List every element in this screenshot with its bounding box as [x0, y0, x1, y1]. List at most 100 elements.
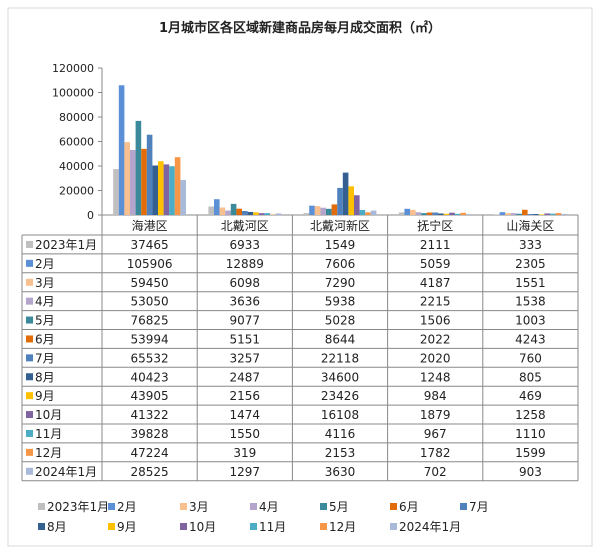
- data-label: 984: [424, 389, 447, 403]
- bar: [466, 214, 472, 215]
- data-label: 1297: [230, 465, 261, 479]
- legend-key: [26, 411, 33, 419]
- data-label: 23426: [321, 389, 359, 403]
- bar: [370, 210, 377, 215]
- bar: [303, 213, 310, 215]
- bar: [505, 213, 511, 215]
- data-label: 43905: [131, 389, 169, 403]
- bar: [550, 213, 556, 215]
- bar: [398, 212, 405, 215]
- category-label: 北戴河新区: [310, 218, 370, 233]
- data-label: 469: [519, 389, 542, 403]
- legend-swatch: [38, 523, 45, 530]
- data-label: 2022: [420, 332, 451, 346]
- bar: [443, 213, 450, 215]
- data-label: 1110: [515, 427, 546, 441]
- legend-swatch: [108, 523, 115, 530]
- bar: [538, 214, 545, 215]
- data-label: 59450: [131, 276, 169, 290]
- bar: [326, 208, 332, 215]
- y-tick-label: 100000: [52, 87, 94, 100]
- data-label: 105906: [127, 257, 173, 271]
- data-label: 5059: [420, 257, 451, 271]
- data-label: 3636: [230, 295, 261, 309]
- bar: [146, 134, 153, 215]
- data-label: 3630: [325, 465, 356, 479]
- legend-label: 3月: [189, 500, 209, 514]
- bar: [180, 180, 186, 215]
- bar: [208, 206, 214, 215]
- data-label: 7290: [325, 276, 356, 290]
- bar: [152, 165, 158, 215]
- bar: [242, 211, 248, 215]
- bar: [438, 213, 444, 215]
- legend-label: 5月: [329, 500, 349, 514]
- series-label: 2月: [35, 257, 55, 271]
- legend-swatch: [180, 523, 187, 530]
- data-label: 760: [519, 351, 542, 365]
- data-label: 1551: [515, 276, 546, 290]
- bar: [214, 199, 220, 215]
- data-label: 28525: [131, 465, 169, 479]
- legend-key: [26, 448, 33, 456]
- bar: [421, 213, 427, 215]
- data-label: 2305: [515, 257, 546, 271]
- bar: [314, 206, 321, 215]
- bar: [253, 212, 259, 215]
- data-label: 65532: [131, 351, 169, 365]
- category-label: 抚宁区: [417, 218, 453, 233]
- bar: [561, 213, 567, 215]
- data-label: 4187: [420, 276, 451, 290]
- legend-key: [26, 297, 33, 305]
- legend-swatch: [390, 503, 397, 510]
- data-label: 47224: [131, 446, 169, 460]
- data-label: 53994: [131, 332, 169, 346]
- legend-label: 12月: [329, 520, 356, 534]
- data-label: 967: [424, 427, 447, 441]
- bar: [510, 213, 517, 215]
- data-label: 2487: [230, 370, 261, 384]
- legend-key: [26, 429, 33, 437]
- legend-key: [26, 335, 33, 343]
- series-label: 7月: [35, 351, 55, 365]
- data-label: 1003: [515, 314, 546, 328]
- data-label: 3257: [230, 351, 261, 365]
- data-label: 37465: [131, 238, 169, 252]
- data-label: 2020: [420, 351, 451, 365]
- legend-label: 4月: [259, 500, 279, 514]
- data-label: 4243: [515, 332, 546, 346]
- data-label: 1258: [515, 408, 546, 422]
- data-label: 1782: [420, 446, 451, 460]
- bar: [124, 142, 130, 215]
- bar: [219, 207, 226, 215]
- series-label: 12月: [35, 446, 62, 460]
- bar: [426, 212, 433, 215]
- y-tick-label: 0: [87, 209, 94, 222]
- y-tick-label: 40000: [59, 160, 94, 173]
- legend-swatch: [460, 503, 467, 510]
- legend-label: 2月: [117, 500, 137, 514]
- legend-label: 6月: [399, 500, 419, 514]
- bar: [130, 150, 136, 215]
- data-label: 16108: [321, 408, 359, 422]
- legend-label: 7月: [469, 500, 489, 514]
- data-label: 12889: [226, 257, 264, 271]
- bar: [454, 213, 461, 215]
- bar: [522, 209, 528, 215]
- series-label: 6月: [35, 332, 55, 346]
- data-label: 22118: [321, 351, 359, 365]
- category-label: 海港区: [132, 218, 168, 233]
- legend-swatch: [390, 523, 397, 530]
- bar: [247, 211, 254, 215]
- series-label: 2024年1月: [35, 465, 97, 479]
- legend-label: 2023年1月: [47, 500, 109, 514]
- data-label: 1599: [515, 446, 546, 460]
- legend-swatch: [320, 503, 327, 510]
- series-label: 4月: [35, 295, 55, 309]
- legend-key: [26, 316, 33, 324]
- series-label: 3月: [35, 276, 55, 290]
- series-label: 9月: [35, 389, 55, 403]
- bar: [236, 208, 242, 215]
- data-label: 1879: [420, 408, 451, 422]
